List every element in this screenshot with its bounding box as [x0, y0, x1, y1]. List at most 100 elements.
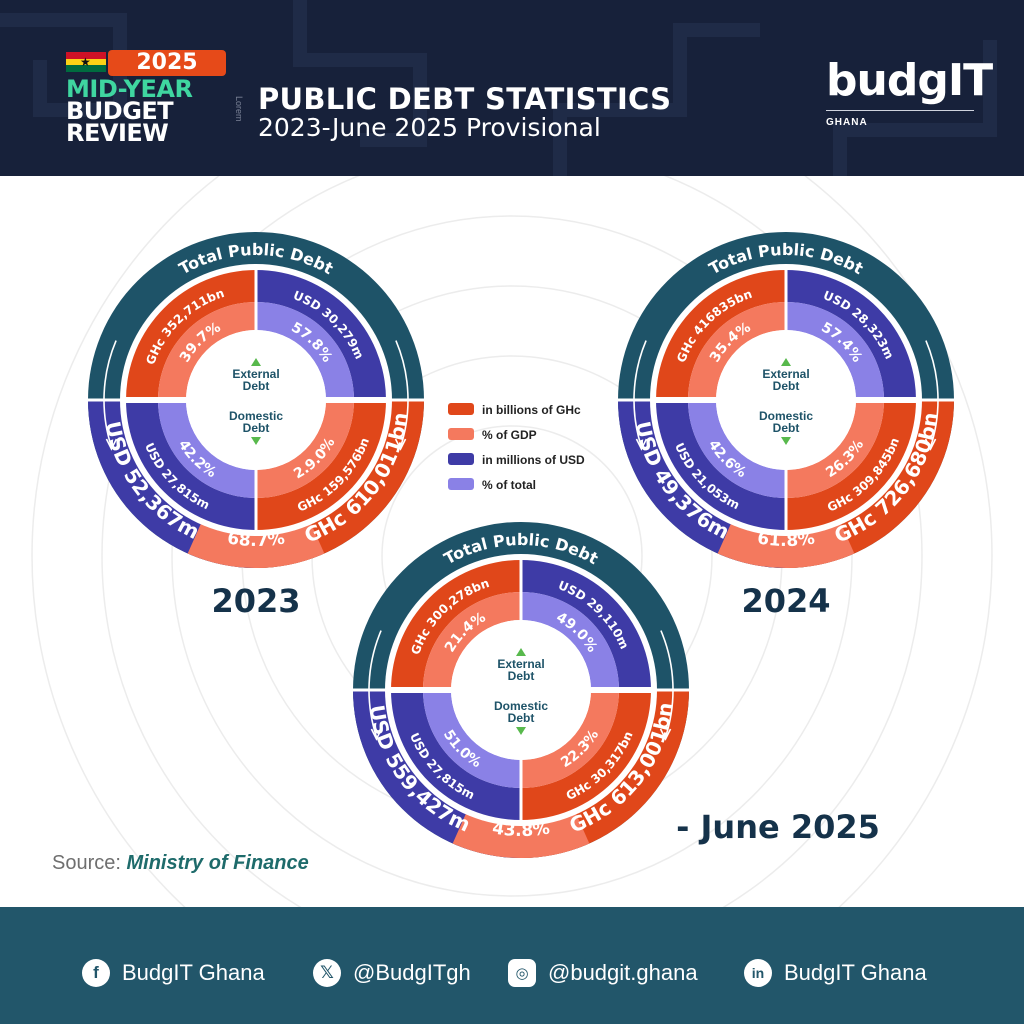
total-pct-gdp-label-2-path: 43.8%	[491, 818, 551, 841]
total-pct-gdp-sector-1	[717, 522, 855, 568]
brand-name: budgIT	[826, 55, 993, 106]
left-arrow-1	[633, 340, 647, 448]
external-up-arrow-icon-2	[516, 648, 526, 656]
legend-swatch-1	[448, 428, 474, 440]
side-text: Lorem	[234, 96, 244, 122]
domestic-usd-sector-2	[391, 690, 521, 820]
external-ghc-sector-1	[656, 270, 786, 400]
right-arrow-0	[395, 340, 409, 448]
instagram-link[interactable]: ◎ @budgit.ghana	[508, 959, 698, 987]
budgit-logo: budgIT GHANA	[826, 55, 993, 128]
total-pct-gdp-label-1: 61.8%	[756, 528, 816, 551]
period-label-0: 2023	[211, 582, 300, 620]
total-pct-gdp-label-0: 68.7%	[226, 528, 286, 551]
legend-label-0: in billions of GHc	[482, 403, 581, 417]
x-link[interactable]: 𝕏 @BudgITgh	[313, 959, 471, 987]
legend-label-3: % of total	[482, 478, 536, 492]
period-label-1: 2024	[741, 582, 830, 620]
header-pattern	[0, 0, 997, 176]
left-arrowhead-2	[370, 728, 383, 741]
domestic-label-line2-1: Debt	[773, 421, 800, 435]
external-label-line1-1: External	[762, 367, 809, 381]
domestic-pct-total-sector-0	[158, 400, 256, 498]
domestic-down-arrow-icon-2	[516, 727, 526, 735]
external-label-line2-1: Debt	[773, 379, 800, 393]
domestic-ghc-sector-0	[256, 400, 386, 530]
right-arrowhead-0	[394, 438, 407, 451]
x-icon: 𝕏	[313, 959, 341, 987]
footer: f BudgIT Ghana 𝕏 @BudgITgh ◎ @budgit.gha…	[0, 907, 1024, 1024]
badge-line-budget: BUDGET	[66, 97, 174, 125]
linkedin-handle: BudgIT Ghana	[784, 960, 927, 985]
domestic-label-line2-0: Debt	[243, 421, 270, 435]
legend-label-1: % of GDP	[482, 428, 537, 442]
legend: in billions of GHc % of GDP in millions of…	[448, 403, 585, 492]
domestic-pct-gdp-sector-0	[256, 400, 354, 498]
external-pct-total-sector-2	[521, 592, 619, 690]
external-pct-gdp-sector-0	[158, 302, 256, 400]
facebook-handle: BudgIT Ghana	[122, 960, 265, 985]
total-pct-gdp-sector-0	[187, 522, 325, 568]
legend-swatch-3	[448, 478, 474, 490]
source-note: Source: Ministry of Finance	[52, 852, 309, 875]
domestic-label-line1-0: Domestic	[229, 409, 283, 423]
domestic-label-line1-1: Domestic	[759, 409, 813, 423]
period-label-2: - June 2025	[676, 808, 880, 846]
external-up-arrow-icon-1	[781, 358, 791, 366]
external-ghc-sector-0	[126, 270, 256, 400]
left-arrowhead-1	[635, 438, 648, 451]
legend-label-2: in millions of USD	[482, 453, 585, 467]
debt-charts: in billions of GHc % of GDP in millions of…	[31, 176, 993, 907]
domestic-down-arrow-icon-1	[781, 437, 791, 445]
title-block: PUBLIC DEBT STATISTICS 2023-June 2025 Pr…	[258, 84, 671, 142]
brand-country: GHANA	[826, 117, 868, 128]
left-arrowhead-0	[105, 438, 118, 451]
domestic-label-line2-2: Debt	[508, 711, 535, 725]
domestic-pct-total-sector-1	[688, 400, 786, 498]
external-pct-gdp-sector-1	[688, 302, 786, 400]
right-arrowhead-2	[659, 728, 672, 741]
domestic-pct-gdp-sector-2	[521, 690, 619, 788]
page-title: PUBLIC DEBT STATISTICS	[258, 82, 672, 116]
domestic-ghc-sector-2	[521, 690, 651, 820]
legend-swatch-2	[448, 453, 474, 465]
instagram-icon: ◎	[508, 959, 536, 987]
background-ring-4	[101, 176, 923, 907]
source-value: Ministry of Finance	[126, 852, 309, 874]
external-label-line1-0: External	[232, 367, 279, 381]
external-label-line2-0: Debt	[243, 379, 270, 393]
left-arrow-0	[103, 340, 117, 448]
badge-line-review: REVIEW	[66, 119, 169, 147]
legend-swatch-0	[448, 403, 474, 415]
external-pct-gdp-sector-2	[423, 592, 521, 690]
external-pct-total-sector-0	[256, 302, 354, 400]
page-subtitle: 2023-June 2025 Provisional	[258, 113, 601, 142]
linkedin-link[interactable]: in BudgIT Ghana	[744, 959, 927, 987]
badge-year: 2025	[108, 50, 226, 76]
source-label: Source:	[52, 852, 121, 874]
brand-divider	[826, 110, 974, 111]
external-up-arrow-icon-0	[251, 358, 261, 366]
right-arrow-1	[925, 340, 939, 448]
ghana-flag-icon: ★	[66, 52, 106, 73]
facebook-icon: f	[82, 959, 110, 987]
total-pct-gdp-label-2: 43.8%	[491, 818, 551, 841]
domestic-down-arrow-icon-0	[251, 437, 261, 445]
domestic-ghc-sector-1	[786, 400, 916, 530]
domestic-pct-total-sector-2	[423, 690, 521, 788]
total-pct-gdp-label-0-path: 68.7%	[226, 528, 286, 551]
right-arrowhead-1	[924, 438, 937, 451]
facebook-link[interactable]: f BudgIT Ghana	[82, 959, 265, 987]
domestic-pct-gdp-sector-1	[786, 400, 884, 498]
external-label-line1-2: External	[497, 657, 544, 671]
external-usd-sector-1	[786, 270, 916, 400]
badge-line-midyear: MID-YEAR	[66, 75, 193, 103]
header-banner: ★ 2025 MID-YEAR BUDGET REVIEW Lorem PUBL…	[0, 0, 1024, 176]
external-pct-total-sector-1	[786, 302, 884, 400]
instagram-handle: @budgit.ghana	[548, 960, 698, 985]
domestic-label-line1-2: Domestic	[494, 699, 548, 713]
